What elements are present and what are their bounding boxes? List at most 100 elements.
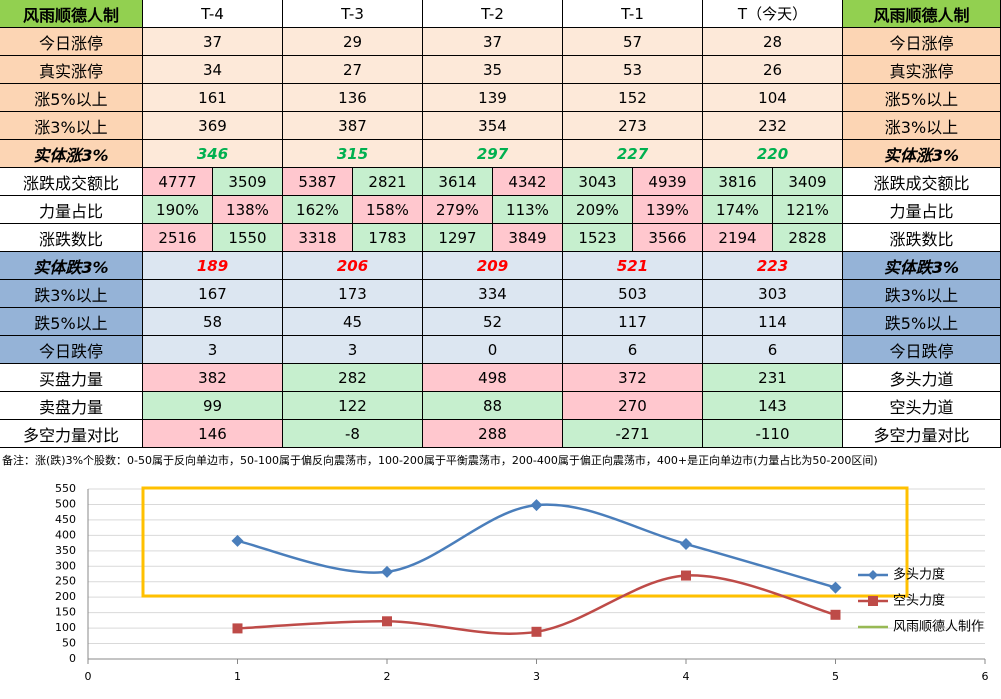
split-cell: 5387: [283, 168, 353, 196]
value-cell: 58: [143, 308, 283, 336]
y-tick-label: 150: [55, 606, 76, 619]
y-tick-label: 200: [55, 590, 76, 603]
row-label: 涨跌成交额比: [0, 168, 143, 196]
value-cell: -110: [703, 420, 843, 448]
split-cell: 3566: [633, 224, 703, 252]
y-tick-label: 250: [55, 575, 76, 588]
x-tick-label: 6: [982, 670, 989, 683]
row-label: 买盘力量: [0, 364, 143, 392]
series-line: [237, 574, 836, 635]
value-cell: 99: [143, 392, 283, 420]
value-cell: 334: [423, 280, 563, 308]
x-tick-label: 2: [384, 670, 391, 683]
column-header: T（今天）: [703, 0, 843, 28]
y-tick-label: 400: [55, 528, 76, 541]
legend-label: 多头力度: [893, 567, 945, 583]
value-cell: 114: [703, 308, 843, 336]
split-cell: 2821: [353, 168, 423, 196]
split-cell: 4777: [143, 168, 213, 196]
value-cell: 209: [423, 252, 563, 280]
value-cell: 270: [563, 392, 703, 420]
row-label: 卖盘力量: [0, 392, 143, 420]
value-cell: 206: [283, 252, 423, 280]
value-cell: 3: [283, 336, 423, 364]
row-label: 涨3%以上: [0, 112, 143, 140]
row-label-right: 跌5%以上: [843, 308, 1001, 336]
row-label: 实体涨3%: [0, 140, 143, 168]
value-cell: 0: [423, 336, 563, 364]
value-cell: 315: [283, 140, 423, 168]
row-label-right: 多空力量对比: [843, 420, 1001, 448]
marker: [530, 499, 543, 512]
marker: [231, 534, 244, 547]
value-cell: 146: [143, 420, 283, 448]
note: 备注：涨(跌)3%个股数：0-50属于反向单边市，50-100属于偏反向震荡市，…: [2, 454, 878, 467]
value-cell: 37: [143, 28, 283, 56]
value-cell: 27: [283, 56, 423, 84]
split-cell: 1550: [213, 224, 283, 252]
split-cell: 1297: [423, 224, 493, 252]
split-cell: 190%: [143, 196, 213, 224]
series-line: [237, 503, 836, 589]
row-label: 跌3%以上: [0, 280, 143, 308]
marker: [829, 581, 842, 594]
value-cell: 372: [563, 364, 703, 392]
y-tick-label: 50: [62, 637, 76, 650]
row-label-right: 实体涨3%: [843, 140, 1001, 168]
column-header: T-3: [283, 0, 423, 28]
value-cell: 6: [703, 336, 843, 364]
value-cell: -271: [563, 420, 703, 448]
value-cell: 6: [563, 336, 703, 364]
split-cell: 1523: [563, 224, 633, 252]
highlight-box: [141, 486, 909, 598]
split-cell: 121%: [773, 196, 843, 224]
row-label: 力量占比: [0, 196, 143, 224]
y-tick-label: 500: [55, 497, 76, 510]
value-cell: 167: [143, 280, 283, 308]
legend-marker: [868, 596, 878, 606]
x-tick-label: 5: [832, 670, 839, 683]
value-cell: 282: [283, 364, 423, 392]
row-label: 真实涨停: [0, 56, 143, 84]
value-cell: 173: [283, 280, 423, 308]
row-label-right: 涨跌数比: [843, 224, 1001, 252]
value-cell: 161: [143, 84, 283, 112]
marker: [232, 623, 243, 634]
legend-label: 风雨顺德人制作: [893, 620, 984, 635]
marker: [830, 609, 841, 620]
value-cell: 288: [423, 420, 563, 448]
value-cell: 231: [703, 364, 843, 392]
row-label: 涨5%以上: [0, 84, 143, 112]
split-cell: 174%: [703, 196, 773, 224]
value-cell: 227: [563, 140, 703, 168]
value-cell: 104: [703, 84, 843, 112]
corner-header: 风雨顺德人制: [843, 0, 1001, 28]
value-cell: 354: [423, 112, 563, 140]
value-cell: 189: [143, 252, 283, 280]
column-header: T-1: [563, 0, 703, 28]
split-cell: 158%: [353, 196, 423, 224]
value-cell: -8: [283, 420, 423, 448]
row-label-right: 跌3%以上: [843, 280, 1001, 308]
value-cell: 303: [703, 280, 843, 308]
marker: [381, 565, 393, 578]
value-cell: 498: [423, 364, 563, 392]
row-label-right: 真实涨停: [843, 56, 1001, 84]
column-header: T-4: [143, 0, 283, 28]
marker: [382, 616, 392, 627]
split-cell: 3318: [283, 224, 353, 252]
value-cell: 88: [423, 392, 563, 420]
x-tick-label: 1: [234, 670, 241, 683]
split-cell: 1783: [353, 224, 423, 252]
value-cell: 232: [703, 112, 843, 140]
y-tick-label: 350: [55, 544, 76, 557]
split-cell: 3614: [423, 168, 493, 196]
split-cell: 139%: [633, 196, 703, 224]
row-label: 今日涨停: [0, 28, 143, 56]
marker: [681, 570, 691, 581]
marker: [680, 538, 692, 551]
value-cell: 52: [423, 308, 563, 336]
split-cell: 3816: [703, 168, 773, 196]
marker: [531, 626, 542, 637]
